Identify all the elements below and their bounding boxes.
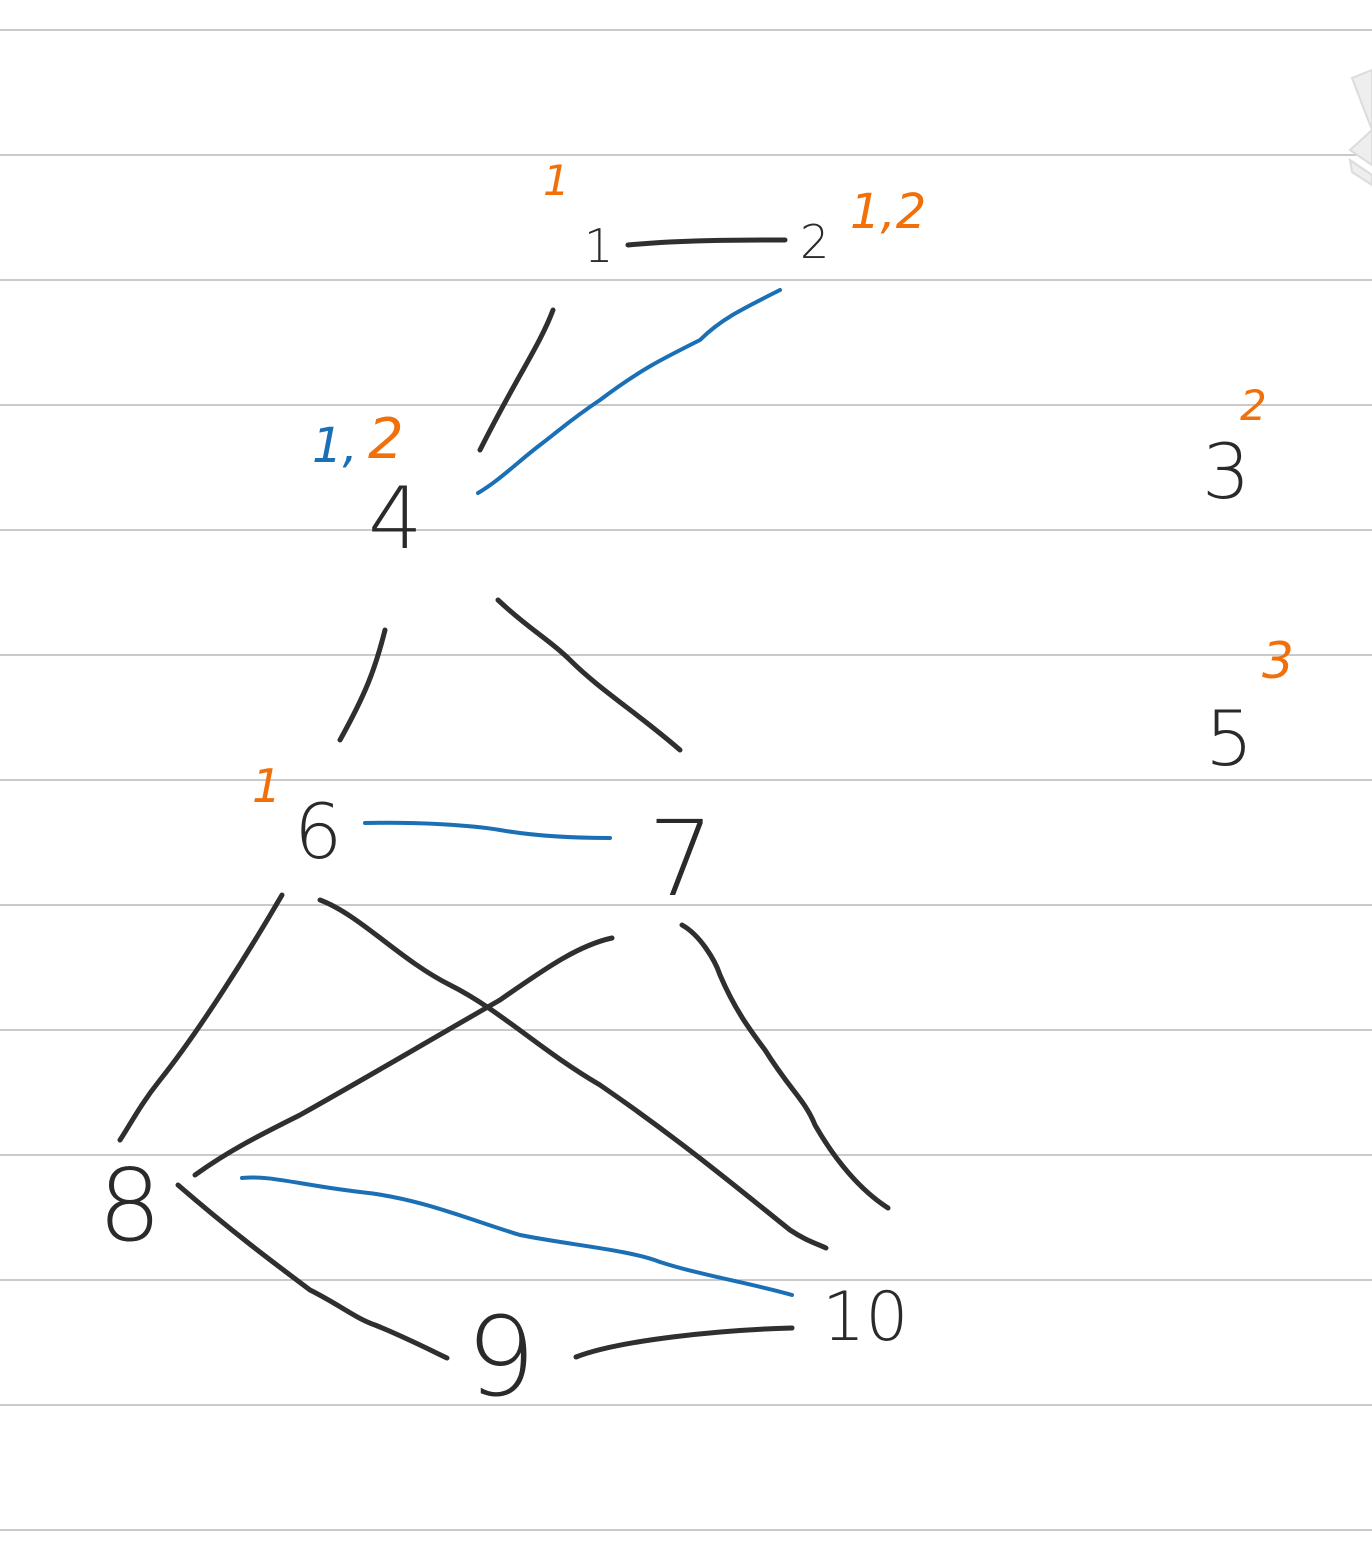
node-8: 8 bbox=[98, 1147, 162, 1264]
node-1: 1 bbox=[584, 219, 613, 273]
edge-8-10-blue bbox=[240, 1175, 794, 1297]
edge-7-10 bbox=[679, 922, 891, 1211]
annotation-node-2: 1,2 bbox=[850, 184, 926, 240]
node-10: 10 bbox=[822, 1278, 909, 1357]
edge-6-7-blue bbox=[363, 820, 612, 840]
ruled-lines bbox=[0, 29, 1372, 1531]
annotation-node-4-orange: 2 bbox=[368, 407, 404, 472]
annotation-node-1: 1 bbox=[543, 156, 570, 205]
annotation-node-5: 3 bbox=[1262, 632, 1294, 690]
node-9: 9 bbox=[466, 1293, 536, 1421]
edge-9-10 bbox=[573, 1325, 795, 1360]
node-2: 2 bbox=[800, 215, 829, 269]
blue-edges bbox=[240, 288, 794, 1297]
node-7: 7 bbox=[648, 798, 714, 920]
node-3: 3 bbox=[1202, 427, 1250, 516]
annotation-node-3: 2 bbox=[1240, 381, 1267, 430]
edge-1-2 bbox=[625, 237, 788, 248]
nodes: 1 2 3 4 5 6 7 8 9 10 bbox=[98, 215, 1253, 1421]
edge-8-9 bbox=[175, 1182, 450, 1361]
node-6: 6 bbox=[294, 787, 342, 876]
annotation-node-6: 1 bbox=[252, 759, 281, 813]
edge-7-8 bbox=[192, 935, 615, 1178]
node-5: 5 bbox=[1205, 694, 1253, 783]
edge-4-6 bbox=[337, 627, 388, 743]
edge-4-7 bbox=[495, 597, 683, 753]
black-edges bbox=[117, 237, 891, 1361]
edge-6-8 bbox=[117, 892, 285, 1143]
edge-6-10 bbox=[317, 897, 829, 1251]
scroll-handle-icon[interactable] bbox=[1348, 68, 1372, 187]
edge-1-4 bbox=[477, 307, 556, 453]
annotations: 1 1,2 2 1, 2 3 1 bbox=[252, 156, 1294, 813]
annotation-node-4-blue: 1, bbox=[312, 418, 358, 474]
node-4: 4 bbox=[368, 469, 423, 569]
edge-2-4-blue bbox=[476, 288, 782, 495]
